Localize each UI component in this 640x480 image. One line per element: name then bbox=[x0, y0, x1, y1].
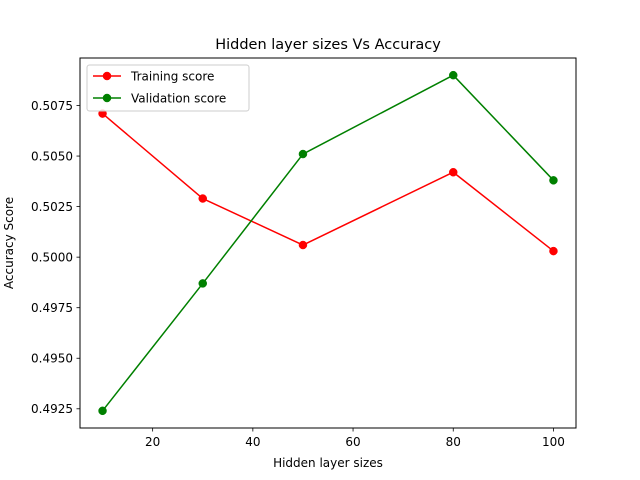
data-point-training-score bbox=[198, 194, 207, 203]
y-tick-label: 0.4925 bbox=[31, 402, 73, 416]
plot-area: 20 40 60 80 100 0.4925 0.4950 0.4975 0.5000 0.50… bbox=[31, 57, 577, 449]
y-tick-label: 0.4950 bbox=[31, 352, 73, 366]
x-axis: 20 40 60 80 100 bbox=[145, 428, 565, 449]
x-tick-label: 20 bbox=[145, 435, 160, 449]
y-tick-label: 0.5025 bbox=[31, 200, 73, 214]
plot-frame bbox=[79, 57, 577, 429]
legend-box bbox=[86, 64, 250, 112]
data-point-training-score bbox=[449, 167, 458, 177]
legend-label-training-score: Training score bbox=[130, 69, 214, 83]
legend: Training score Validation score bbox=[86, 64, 250, 112]
y-tick-label: 0.5075 bbox=[31, 99, 73, 113]
y-tick-label: 0.5000 bbox=[31, 250, 73, 264]
y-axis: 0.4925 0.4950 0.4975 0.5000 0.5025 0.5050 0.50… bbox=[31, 99, 80, 416]
series-layer bbox=[98, 70, 558, 416]
data-point-validation-score bbox=[549, 176, 558, 185]
data-point-validation-score bbox=[198, 279, 207, 288]
chart-title: Hidden layer sizes Vs Accuracy bbox=[215, 37, 441, 53]
x-tick-label: 40 bbox=[245, 435, 260, 449]
y-axis-label: Accuracy Score bbox=[2, 197, 16, 289]
x-tick-label: 100 bbox=[542, 435, 565, 449]
y-tick-label: 0.4975 bbox=[31, 301, 73, 315]
legend-label-validation-score: Validation score bbox=[131, 91, 226, 105]
legend-marker-validation-score bbox=[102, 93, 112, 103]
x-tick-label: 60 bbox=[345, 435, 360, 449]
data-point-validation-score bbox=[98, 406, 107, 416]
data-point-validation-score bbox=[449, 70, 458, 80]
x-tick-label: 80 bbox=[446, 435, 461, 449]
y-tick-label: 0.5050 bbox=[31, 149, 73, 163]
data-point-training-score bbox=[298, 240, 308, 250]
legend-marker-training-score bbox=[102, 71, 112, 81]
x-axis-label: Hidden layer sizes bbox=[273, 456, 383, 470]
legend-items: Training score Validation score bbox=[93, 69, 226, 105]
data-point-training-score bbox=[549, 246, 558, 256]
data-point-validation-score bbox=[298, 149, 308, 159]
